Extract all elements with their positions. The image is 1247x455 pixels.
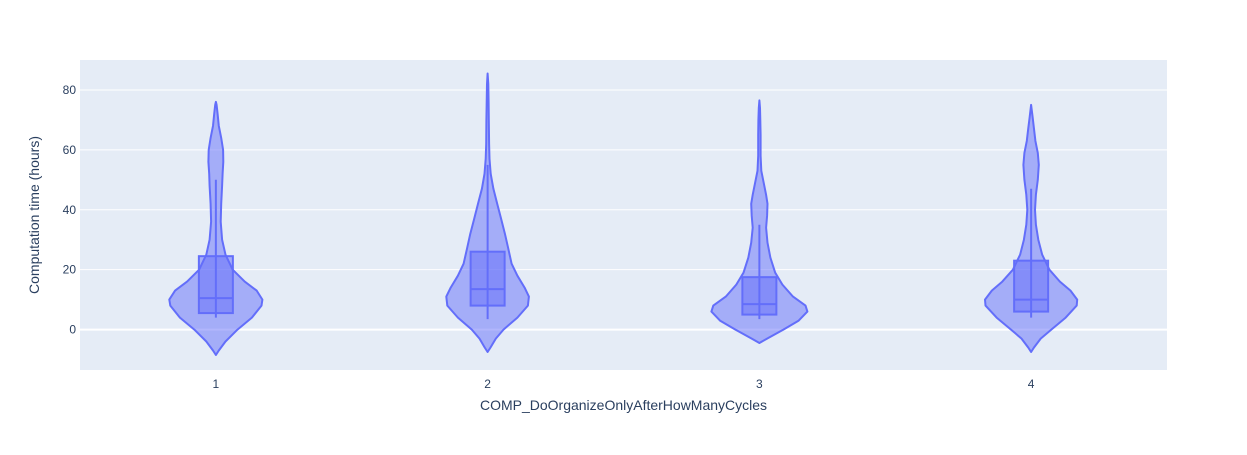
violin-body [710,99,809,344]
x-tick-label: 3 [756,377,763,391]
violin-layer [168,72,1079,356]
violin-2 [445,72,530,353]
y-axis-title: Computation time (hours) [26,136,42,294]
x-tick-labels: 1 2 3 4 [213,377,1035,391]
x-tick-label: 2 [484,377,491,391]
x-tick-label: 1 [213,377,220,391]
y-tick-label: 40 [63,203,77,217]
violin-box [741,276,778,316]
plot-area [80,60,1167,370]
violin-box [469,250,506,307]
violin-box [1013,259,1050,313]
violin-3 [710,99,809,344]
violin-1 [168,100,264,356]
grid-layer [80,89,1167,331]
violin-box [197,255,234,315]
y-tick-label: 20 [63,263,77,277]
y-tick-label: 60 [63,143,77,157]
y-tick-label: 0 [69,323,76,337]
x-axis-title: COMP_DoOrganizeOnlyAfterHowManyCycles [480,397,767,413]
y-tick-label: 80 [63,83,77,97]
violin-4 [984,103,1079,353]
y-tick-labels: 0 20 40 60 80 [63,83,77,337]
x-tick-label: 4 [1028,377,1035,391]
